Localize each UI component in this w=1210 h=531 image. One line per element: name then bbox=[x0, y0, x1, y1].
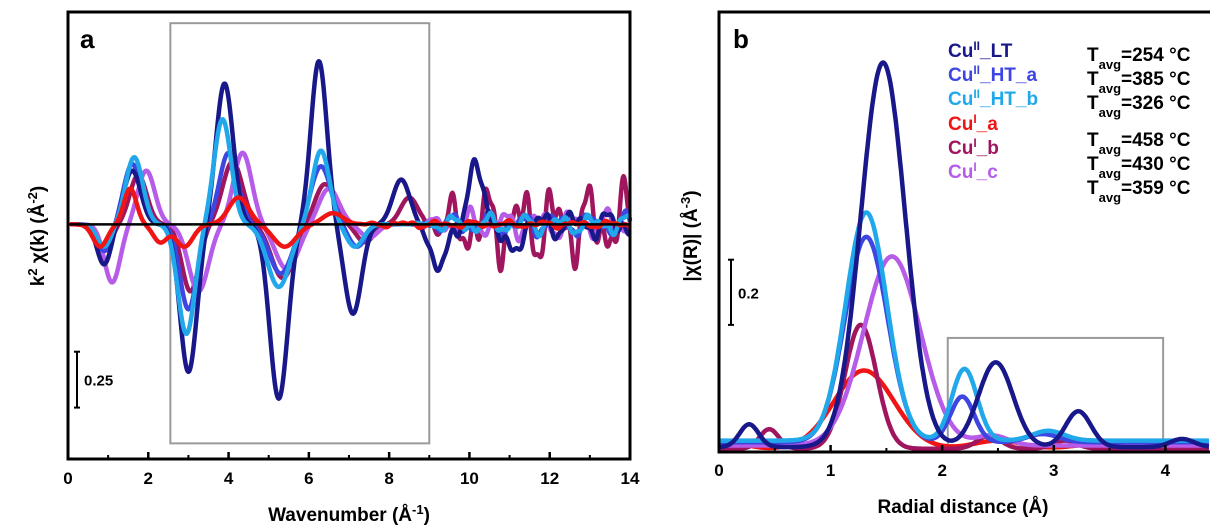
panel-b-y-axis-label-main: |χ(R)| (Å bbox=[681, 208, 702, 282]
legend-temperature-CuII_LT: Tavg=254 °C bbox=[1087, 45, 1191, 72]
legend-label-suffix: _HT_b bbox=[979, 89, 1038, 110]
panel-a-y-axis-label-sup: 2 bbox=[25, 268, 40, 275]
legend-temperature-symbol: T bbox=[1087, 45, 1099, 66]
legend-temperature-value: =458 °C bbox=[1121, 130, 1191, 151]
panel-b-frame bbox=[717, 10, 1210, 454]
legend-temperature-symbol: T bbox=[1087, 154, 1099, 175]
legend-label-CuI_c: CuI_c bbox=[948, 160, 998, 183]
legend-label-base: Cu bbox=[948, 89, 973, 110]
legend-temperature-CuI_a: Tavg=458 °C bbox=[1087, 130, 1191, 157]
legend-temperature-symbol: T bbox=[1087, 69, 1099, 90]
panel-b-scale-bar-label: 0.2 bbox=[738, 285, 759, 302]
panel-b-ticks: 0 1 2 3 4 0.2 Radial distance (Å) |χ(R)| (Å-3) bbox=[678, 10, 1210, 518]
panel-a-x-axis-label-sup: -1 bbox=[412, 502, 424, 517]
legend-label-CuII_HT_a: CuII_HT_a bbox=[948, 63, 1037, 86]
panel-a-series bbox=[68, 22, 633, 445]
panel-b-series bbox=[718, 60, 1210, 454]
panel-b-x-axis-label: Radial distance (Å) bbox=[877, 497, 1048, 518]
legend-label-sup: I bbox=[973, 160, 976, 174]
panel-b-line-CuII_LT bbox=[718, 60, 1210, 450]
legend-temperature-sub: avg bbox=[1099, 166, 1121, 181]
legend-label-CuII_HT_b: CuII_HT_b bbox=[948, 87, 1038, 110]
legend-temperature-sub: avg bbox=[1099, 190, 1121, 205]
panel-b-xtick-label: 1 bbox=[826, 461, 835, 480]
legend-temperature-value: =430 °C bbox=[1121, 154, 1191, 175]
legend-label-sup: II bbox=[973, 87, 980, 101]
legend-label-base: Cu bbox=[948, 41, 973, 62]
panel-a-y-axis-label-sup2: -2 bbox=[25, 192, 40, 204]
legend-temperature-sub: avg bbox=[1099, 81, 1121, 96]
legend-temperature-CuI_c: Tavg=359 °C bbox=[1087, 178, 1191, 205]
legend-temperature-symbol: T bbox=[1087, 93, 1099, 114]
panel-a-xtick-label: 4 bbox=[224, 469, 234, 488]
panel-a-xtick-label: 8 bbox=[384, 469, 393, 488]
panel-b-xtick-label: 3 bbox=[1049, 461, 1058, 480]
legend-temperature-value: =254 °C bbox=[1121, 45, 1191, 66]
legend-temperature-value: =385 °C bbox=[1121, 69, 1191, 90]
legend-temperature-CuI_b: Tavg=430 °C bbox=[1087, 154, 1191, 181]
legend-temperature-value: =326 °C bbox=[1121, 93, 1191, 114]
panel-b-chi-r: b 0 1 2 3 4 0.2 Radial distance (Å) |χ(R)| (Å-3… bbox=[678, 10, 1210, 518]
legend-label-sup: I bbox=[973, 112, 976, 126]
panel-a-x-axis-label-main: Wavenumber (Å bbox=[268, 505, 412, 526]
legend-label-base: Cu bbox=[948, 65, 973, 86]
panel-a-scale-bar-label: 0.25 bbox=[84, 373, 113, 390]
panel-a-line-CuII_HT_b bbox=[68, 117, 632, 336]
panel-a-x-axis-label-end: ) bbox=[424, 505, 430, 526]
legend-label-base: Cu bbox=[948, 138, 973, 159]
panel-b-line-CuI_c bbox=[718, 254, 1210, 448]
legend-label-suffix: _c bbox=[976, 162, 999, 183]
panel-b-line-CuII_HT_b bbox=[718, 210, 1210, 443]
panel-b-letter: b bbox=[733, 24, 749, 54]
legend-temperature-symbol: T bbox=[1087, 130, 1099, 151]
legend-label-suffix: _HT_a bbox=[979, 65, 1037, 86]
panel-a-y-axis-label-main: k bbox=[28, 275, 49, 286]
legend-label-base: Cu bbox=[948, 114, 973, 135]
legend-label-suffix: _a bbox=[976, 114, 999, 135]
panel-a-xtick-label: 10 bbox=[460, 469, 479, 488]
legend-temperature-symbol: T bbox=[1087, 178, 1099, 199]
legend-temperature-CuII_HT_b: Tavg=326 °C bbox=[1087, 93, 1191, 120]
panel-b-y-axis-label-sup: -3 bbox=[678, 197, 693, 209]
panel-b-line-CuII_HT_a bbox=[718, 234, 1210, 445]
legend-temperature-CuII_HT_a: Tavg=385 °C bbox=[1087, 69, 1191, 96]
legend-label-suffix: _b bbox=[976, 138, 999, 159]
legend-label-sup: II bbox=[973, 39, 980, 53]
legend-label-CuI_b: CuI_b bbox=[948, 136, 999, 159]
legend-temperature-sub: avg bbox=[1099, 142, 1121, 157]
panel-a-xtick-label: 14 bbox=[621, 469, 640, 488]
legend-label-sup: II bbox=[973, 63, 980, 77]
panel-a-y-axis-label-end: ) bbox=[28, 186, 49, 192]
legend-label-sup: I bbox=[973, 136, 976, 150]
panel-b-xtick-label: 4 bbox=[1161, 461, 1171, 480]
panel-a-letter: a bbox=[80, 24, 95, 54]
legend-label-CuI_a: CuI_a bbox=[948, 112, 998, 135]
panel-a-y-axis-label-rest: χ(k) (Å bbox=[28, 203, 49, 268]
panel-b-y-axis-label: |χ(R)| (Å-3) bbox=[678, 190, 703, 281]
legend-temperature-value: =359 °C bbox=[1121, 178, 1191, 199]
panel-a-xtick-label: 0 bbox=[63, 469, 72, 488]
panel-b-xtick-label: 2 bbox=[937, 461, 946, 480]
panel-a-xtick-label: 12 bbox=[540, 469, 559, 488]
panel-b-xtick-label: 0 bbox=[714, 461, 723, 480]
panel-a-xtick-label: 6 bbox=[304, 469, 313, 488]
legend-label-CuII_LT: CuII_LT bbox=[948, 39, 1013, 62]
legend-temperature-sub: avg bbox=[1099, 57, 1121, 72]
legend-temperature-sub: avg bbox=[1099, 105, 1121, 120]
legend-label-base: Cu bbox=[948, 162, 973, 183]
legend-label-suffix: _LT bbox=[979, 41, 1013, 62]
panel-a-y-axis-label: k2 χ(k) (Å-2) bbox=[25, 186, 50, 286]
panel-a-xtick-label: 2 bbox=[144, 469, 153, 488]
panel-a-x-axis-label: Wavenumber (Å-1) bbox=[268, 502, 430, 527]
panel-b-y-axis-label-end: ) bbox=[681, 190, 702, 196]
